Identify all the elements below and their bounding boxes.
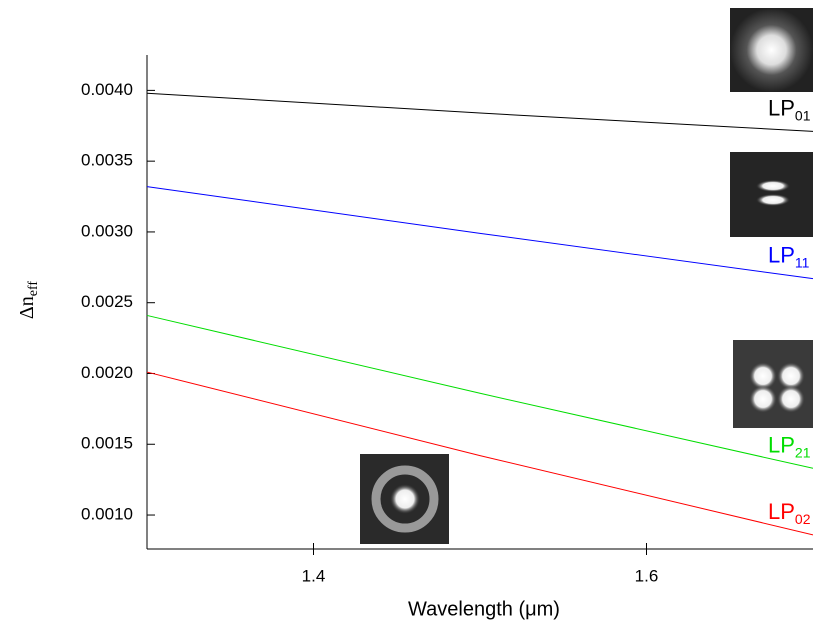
series-name: LP: [768, 242, 795, 267]
x-tick-label: 1.4: [302, 566, 326, 585]
mode-images: [360, 8, 813, 544]
series-name: LP: [768, 95, 795, 120]
y-tick-label: 0.0020: [81, 363, 133, 382]
y-tick-label: 0.0025: [81, 292, 133, 311]
series-label: LP02: [768, 499, 811, 527]
y-tick-label: 0.0030: [81, 221, 133, 240]
y-axis-label: Δneff: [16, 281, 42, 319]
series-line: [146, 92, 813, 132]
mode-image: [730, 8, 813, 92]
x-axis-label: Wavelength (μm): [408, 598, 560, 620]
series-subscript: 11: [795, 254, 810, 270]
series-subscript: 02: [795, 511, 811, 527]
series-name: LP: [768, 499, 795, 524]
series-line: [146, 314, 813, 469]
y-tick-label: 0.0035: [81, 151, 133, 170]
y-tick-label: 0.0040: [81, 80, 133, 99]
series-subscript: 01: [795, 107, 811, 123]
series-line: [146, 371, 813, 536]
series-label: LP01: [768, 95, 811, 123]
y-tick-label: 0.0010: [81, 505, 133, 524]
series-name: LP: [768, 432, 795, 457]
y-tick-label: 0.0015: [81, 434, 133, 453]
x-tick-label: 1.6: [635, 566, 659, 585]
series-line: [146, 186, 813, 280]
series-label: LP11: [768, 242, 810, 270]
series-label: LP21: [768, 432, 811, 460]
series-subscript: 21: [795, 444, 811, 460]
